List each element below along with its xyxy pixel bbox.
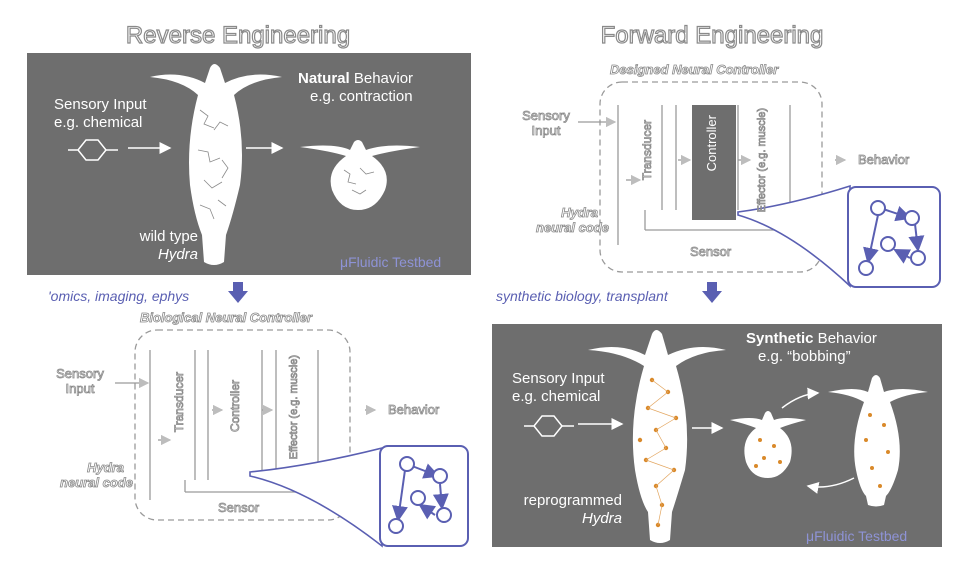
reprogrammed-label: reprogrammed Hydra	[523, 492, 622, 527]
right-down-arrow	[702, 282, 722, 303]
sensory-input-top-right: Sensory Input	[522, 108, 571, 139]
sensory-input-label: Sensory Input e.g. chemical	[54, 96, 147, 131]
curved-arrow-up	[781, 387, 820, 409]
synthetic-behavior-label: Synthetic Behavior e.g. “bobbing”	[746, 330, 877, 365]
left-down-arrow	[228, 282, 248, 303]
designed-controller-frame	[599, 81, 823, 273]
designed-controller-title: Designed Neural Controller	[610, 62, 779, 78]
synthetic-biology-label: synthetic biology, transplant	[496, 288, 668, 304]
omics-label: 'omics, imaging, ephys	[48, 288, 190, 304]
controller-box	[692, 105, 736, 220]
reprogrammed-hydra	[588, 330, 726, 543]
testbed-label-top: μFluidic Testbed	[340, 254, 442, 270]
testbed-label-bottom: μFluidic Testbed	[806, 528, 908, 544]
biological-controller-frame	[134, 329, 351, 521]
neural-network-icon-bottom	[388, 456, 452, 534]
neural-code-label-top: Hydra neural code	[536, 205, 610, 236]
transducer-label-bottom: Transducer	[172, 372, 187, 433]
contracted-synthetic-hydra	[730, 411, 806, 478]
behavior-label-bottom: Behavior	[388, 402, 440, 418]
controller-label-bottom: Controller	[228, 380, 243, 433]
behavior-label-top: Behavior	[858, 152, 910, 168]
forward-engineering-title: Forward Engineering	[600, 21, 824, 49]
reverse-engineering-title: Reverse Engineering	[125, 21, 351, 49]
effector-label-bottom: Effector (e.g. muscle)	[288, 355, 301, 460]
sensory-input-bottom-left: Sensory Input	[56, 366, 105, 397]
neural-code-label-bottom: Hydra neural code	[60, 460, 134, 491]
sensor-label-bottom: Sensor	[218, 500, 260, 516]
effector-label-top: Effector (e.g. muscle)	[756, 108, 769, 213]
biological-controller-title: Biological Neural Controller	[140, 310, 313, 326]
natural-behavior-panel	[27, 53, 471, 275]
sensory-input-label-2: Sensory Input e.g. chemical	[512, 370, 605, 405]
wild-type-label: wild type Hydra	[139, 228, 198, 263]
extended-synthetic-hydra	[828, 375, 928, 507]
natural-behavior-label: Natural Behavior e.g. contraction	[298, 70, 414, 105]
molecule-icon-2	[524, 415, 574, 437]
molecule-icon	[68, 139, 118, 161]
neural-network-icon-top	[858, 200, 926, 276]
sensor-label-top: Sensor	[690, 244, 732, 260]
curved-arrow-down	[806, 477, 855, 494]
controller-label: Controller	[704, 115, 719, 172]
wild-type-hydra	[150, 64, 282, 265]
contracted-hydra	[300, 140, 420, 210]
transducer-label-top: Transducer	[640, 120, 655, 181]
